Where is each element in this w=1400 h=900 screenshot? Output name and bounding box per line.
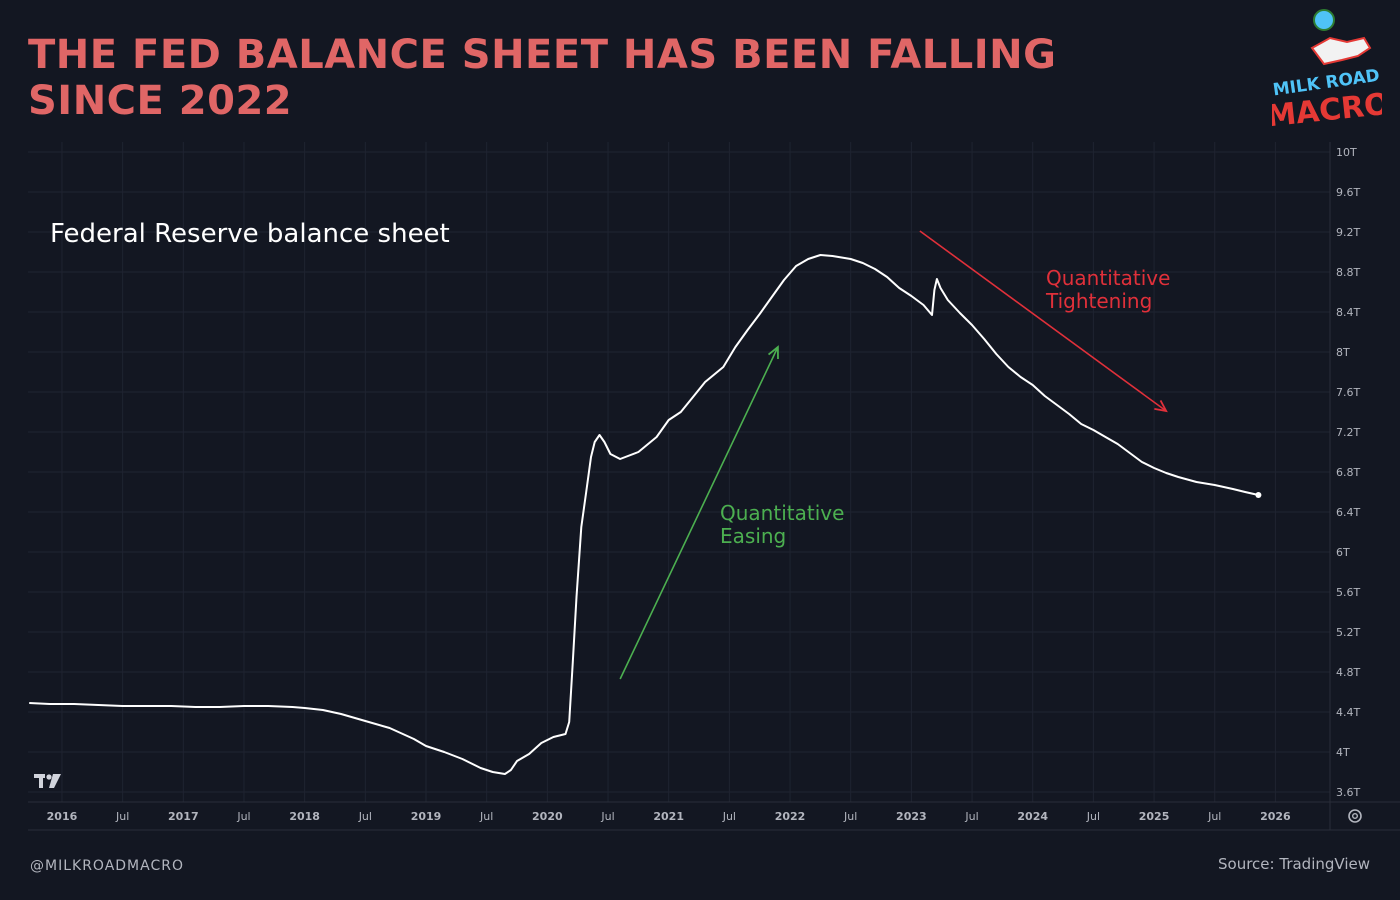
y-tick-label: 9.2T [1336,226,1360,239]
x-tick-label: Jul [479,810,493,823]
x-tick-label: Jul [722,810,736,823]
series-end-point[interactable] [1255,492,1262,498]
y-tick-label: 7.6T [1336,386,1360,399]
y-tick-label: 9.6T [1336,186,1360,199]
y-tick-label: 7.2T [1336,426,1360,439]
astronaut-figure [1310,36,1372,66]
x-tick-label: 2019 [411,810,442,823]
x-tick-label: 2024 [1017,810,1048,823]
x-tick-label: Jul [115,810,129,823]
x-tick-label: Jul [1207,810,1221,823]
x-tick-label: 2020 [532,810,563,823]
source-credit: Source: TradingView [1218,855,1370,873]
easing-arrowhead [767,345,779,360]
easing-label: Quantitative [720,501,844,525]
x-tick-label: Jul [964,810,978,823]
y-tick-label: 8.4T [1336,306,1360,319]
x-tick-label: Jul [600,810,614,823]
y-tick-label: 5.6T [1336,586,1360,599]
x-tick-label: 2016 [47,810,78,823]
x-tick-label: 2017 [168,810,199,823]
balance-sheet-chart[interactable]: 3.6T 4T 4.4T 4.8T 5.2T 5.6T 6T 6.4T 6.8T 7.2T 7.6T… [0,140,1400,840]
social-handle: @MILKROADMACRO [30,858,184,874]
x-tick-label: Jul [236,810,250,823]
x-tick-label: 2018 [289,810,320,823]
headline: THE FED BALANCE SHEET HAS BEEN FALLING S… [28,32,1057,124]
x-tick-label: 2022 [775,810,806,823]
chart-title: Federal Reserve balance sheet [50,219,450,249]
x-tick-label: 2021 [653,810,684,823]
tightening-arrow [919,230,1167,412]
x-tick-label: Jul [358,810,372,823]
y-tick-label: 3.6T [1336,786,1360,799]
y-tick-label: 8.8T [1336,266,1360,279]
x-tick-label: 2025 [1139,810,1170,823]
easing-label: Easing [720,524,786,548]
y-tick-label: 4.8T [1336,666,1360,679]
y-tick-label: 8T [1336,346,1350,359]
y-tick-label: 6.8T [1336,466,1360,479]
y-tick-label: 4T [1336,746,1350,759]
x-tick-label: Jul [1086,810,1100,823]
headline-line-1: THE FED BALANCE SHEET HAS BEEN FALLING [28,32,1057,78]
x-tick-label: 2026 [1260,810,1291,823]
gear-icon[interactable] [1346,807,1364,825]
y-tick-label: 5.2T [1336,626,1360,639]
x-tick-label: Jul [843,810,857,823]
tightening-label: Tightening [1045,289,1152,313]
y-tick-label: 6.4T [1336,506,1360,519]
balance-sheet-series-line[interactable] [29,254,1259,775]
easing-arrow [619,346,779,680]
tradingview-logo-icon[interactable] [34,774,62,790]
globe-icon [1313,9,1335,31]
y-tick-label: 10T [1336,146,1357,159]
tightening-label: Quantitative [1046,266,1170,290]
tightening-arrowhead [1154,399,1168,413]
x-tick-label: 2023 [896,810,927,823]
headline-line-2: SINCE 2022 [28,78,293,124]
y-tick-label: 4.4T [1336,706,1360,719]
y-tick-label: 6T [1336,546,1350,559]
astronaut-milk-carton-logo: MILK ROAD MACRO [1272,9,1382,132]
chart-area[interactable]: 3.6T 4T 4.4T 4.8T 5.2T 5.6T 6T 6.4T 6.8T 7.2T 7.6T… [0,140,1400,840]
